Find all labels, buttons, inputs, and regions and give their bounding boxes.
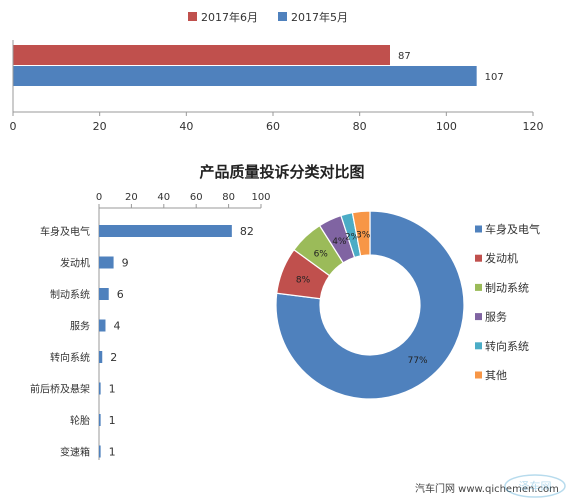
donut-legend-swatch-0: [475, 225, 482, 233]
category-bar-6: [99, 414, 101, 426]
donut-slice-5: [351, 210, 371, 257]
top-bar-1: [13, 66, 477, 86]
category-bar-value-3: 4: [113, 320, 120, 333]
logo-text: 泽车网: [519, 479, 552, 493]
category-bar-2: [99, 288, 109, 300]
category-x-tick-label-3: 60: [190, 192, 203, 203]
category-bar-4: [99, 351, 103, 363]
top-x-tick-label-3: 60: [266, 120, 280, 133]
donut-slice-0: [275, 210, 465, 400]
category-bar-value-7: 1: [109, 446, 116, 459]
category-label-7: 变速箱: [60, 446, 90, 459]
top-legend-label-1: 2017年5月: [291, 10, 348, 24]
top-chart-bars: 87 107: [13, 45, 504, 86]
donut-legend-label-3: 服务: [485, 311, 507, 324]
category-bar-value-1: 9: [122, 257, 129, 270]
donut-legend-swatch-5: [475, 371, 482, 379]
top-bar-value-1: 107: [485, 72, 504, 83]
category-bar-7: [99, 445, 101, 458]
top-x-tick-label-2: 40: [179, 120, 193, 133]
category-bar-value-6: 1: [109, 414, 116, 427]
category-x-tick-label-5: 100: [251, 192, 270, 203]
top-x-tick-label-1: 20: [93, 120, 107, 133]
top-legend-swatch-0: [188, 12, 197, 21]
category-label-4: 转向系统: [50, 351, 90, 364]
donut-slice-label-4: 2%: [345, 232, 360, 242]
category-chart-bars: 82 9 6 4 2 1 1 1: [99, 225, 254, 459]
logo: 泽车网: [504, 474, 566, 498]
donut-slice-label-2: 6%: [314, 250, 329, 260]
donut-legend-label-1: 发动机: [485, 251, 518, 265]
donut-legend-label-5: 其他: [485, 369, 507, 382]
donut-legend-swatch-4: [475, 342, 482, 350]
top-x-tick-label-5: 100: [436, 120, 457, 133]
top-chart-legend: 2017年6月 2017年5月: [188, 10, 348, 24]
donut-legend-label-0: 车身及电气: [485, 222, 540, 236]
donut-legend-swatch-2: [475, 283, 482, 291]
top-x-tick-label-4: 80: [353, 120, 367, 133]
donut-slice-label-1: 8%: [296, 275, 311, 285]
category-bar-value-4: 2: [110, 351, 117, 364]
donut-legend-label-4: 转向系统: [485, 339, 529, 353]
category-x-tick-label-0: 0: [96, 192, 102, 203]
category-label-2: 制动系统: [50, 288, 90, 301]
donut-legend-swatch-1: [475, 254, 482, 262]
category-label-3: 服务: [70, 320, 90, 333]
donut-legend-swatch-3: [475, 313, 482, 321]
donut-slice-label-5: 3%: [356, 230, 371, 240]
category-bar-5: [99, 382, 101, 395]
category-label-1: 发动机: [60, 257, 90, 270]
donut-slice-label-0: 77%: [408, 356, 428, 366]
top-bar-value-0: 87: [398, 51, 411, 62]
category-label-5: 前后桥及悬架: [30, 383, 90, 396]
donut-legend-label-2: 制动系统: [485, 281, 529, 294]
top-chart-x-axis: 0 20 40 60 80 100 120: [10, 40, 544, 133]
category-x-tick-label-1: 20: [125, 192, 138, 203]
category-bar-0: [99, 225, 232, 237]
top-bar-0: [13, 45, 390, 65]
category-bar-value-5: 1: [109, 383, 116, 396]
category-label-6: 轮胎: [70, 414, 90, 427]
donut-slice-label-3: 4%: [332, 237, 347, 247]
watermark-text: 汽车门网 www.qichemen.com: [415, 482, 559, 495]
category-bar-1: [99, 256, 114, 269]
category-label-0: 车身及电气: [40, 225, 90, 238]
top-legend-swatch-1: [278, 12, 287, 21]
category-x-tick-label-4: 80: [222, 192, 235, 203]
category-bar-3: [99, 319, 106, 332]
category-bar-value-0: 82: [240, 225, 254, 238]
top-x-tick-label-0: 0: [10, 120, 17, 133]
top-x-tick-label-6: 120: [523, 120, 544, 133]
category-x-tick-label-2: 40: [157, 192, 170, 203]
category-bar-value-2: 6: [117, 288, 124, 301]
chart-title: 产品质量投诉分类对比图: [199, 163, 364, 181]
top-legend-label-0: 2017年6月: [201, 10, 258, 24]
donut-chart: 77% 8% 6%4%2%3%: [275, 210, 465, 400]
